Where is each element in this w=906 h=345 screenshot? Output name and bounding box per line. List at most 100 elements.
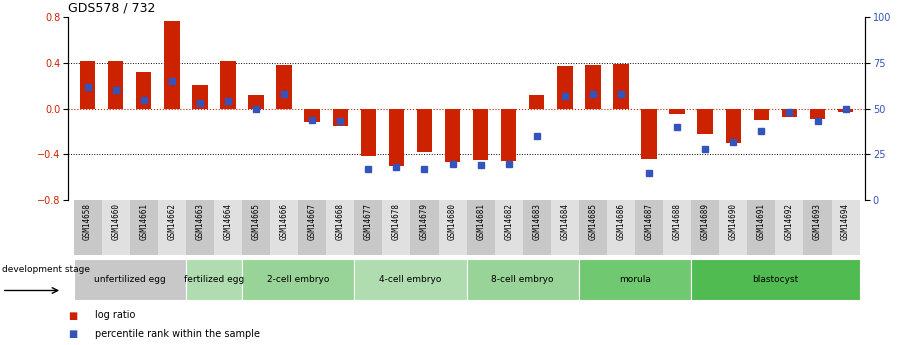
Bar — [585, 65, 601, 109]
Bar — [467, 259, 579, 300]
Bar — [501, 109, 516, 161]
Text: morula: morula — [619, 275, 651, 284]
Text: GSM14663: GSM14663 — [196, 203, 205, 240]
Bar — [719, 200, 747, 255]
Bar — [473, 109, 488, 160]
Text: GSM14691: GSM14691 — [757, 203, 766, 240]
Text: GSM14679: GSM14679 — [420, 203, 429, 240]
Bar — [838, 109, 853, 112]
Bar — [663, 200, 691, 255]
Bar — [439, 200, 467, 255]
Text: GSM14692: GSM14692 — [785, 203, 794, 240]
Text: blastocyst: blastocyst — [752, 275, 798, 284]
Text: GSM14694: GSM14694 — [841, 203, 850, 240]
Text: GSM14686: GSM14686 — [616, 203, 625, 240]
Text: GSM14666: GSM14666 — [280, 203, 289, 240]
Text: log ratio: log ratio — [95, 310, 136, 321]
Bar — [613, 64, 629, 109]
Bar — [551, 200, 579, 255]
Text: GSM14682: GSM14682 — [505, 203, 513, 240]
Text: GSM14684: GSM14684 — [560, 203, 569, 240]
Bar — [354, 259, 467, 300]
Bar — [164, 21, 179, 109]
Text: GSM14664: GSM14664 — [224, 203, 233, 240]
Text: 8-cell embryo: 8-cell embryo — [491, 275, 554, 284]
Bar — [80, 61, 95, 109]
Bar — [754, 109, 769, 120]
Text: GSM14688: GSM14688 — [672, 203, 681, 240]
Bar — [136, 72, 151, 109]
Text: GSM14661: GSM14661 — [140, 203, 149, 240]
Bar — [691, 259, 860, 300]
Bar — [214, 200, 242, 255]
Text: GSM14683: GSM14683 — [532, 203, 541, 240]
Bar — [108, 61, 123, 109]
Bar — [220, 61, 236, 109]
Bar — [130, 200, 158, 255]
Bar — [270, 200, 298, 255]
Bar — [361, 109, 376, 156]
Bar — [410, 200, 439, 255]
Bar — [186, 200, 214, 255]
Text: GSM14662: GSM14662 — [168, 203, 177, 240]
Bar — [333, 109, 348, 126]
Text: unfertilized egg: unfertilized egg — [94, 275, 166, 284]
Bar — [242, 259, 354, 300]
Bar — [186, 259, 242, 300]
Text: GSM14678: GSM14678 — [392, 203, 401, 240]
Bar — [557, 66, 573, 109]
Bar — [670, 109, 685, 115]
Bar — [445, 109, 460, 162]
Text: percentile rank within the sample: percentile rank within the sample — [95, 329, 260, 339]
Text: GSM14693: GSM14693 — [813, 203, 822, 240]
Bar — [467, 200, 495, 255]
Bar — [73, 200, 101, 255]
Bar — [73, 259, 186, 300]
Bar — [635, 200, 663, 255]
Text: GSM14690: GSM14690 — [728, 203, 737, 240]
Bar — [529, 95, 545, 109]
Bar — [747, 200, 776, 255]
Bar — [804, 200, 832, 255]
Text: development stage: development stage — [2, 265, 90, 274]
Text: GDS578 / 732: GDS578 / 732 — [68, 2, 155, 15]
Text: GSM14658: GSM14658 — [83, 203, 92, 240]
Bar — [495, 200, 523, 255]
Bar — [417, 109, 432, 152]
Bar — [832, 200, 860, 255]
Bar — [304, 109, 320, 122]
Bar — [607, 200, 635, 255]
Text: GSM14687: GSM14687 — [644, 203, 653, 240]
Bar — [101, 200, 130, 255]
Text: fertilized egg: fertilized egg — [184, 275, 244, 284]
Bar — [382, 200, 410, 255]
Bar — [326, 200, 354, 255]
Text: GSM14668: GSM14668 — [336, 203, 345, 240]
Bar — [389, 109, 404, 166]
Text: GSM14681: GSM14681 — [477, 203, 485, 240]
Bar — [726, 109, 741, 143]
Bar — [523, 200, 551, 255]
Bar — [248, 95, 264, 109]
Text: ■: ■ — [68, 310, 77, 321]
Text: GSM14685: GSM14685 — [588, 203, 597, 240]
Text: ■: ■ — [68, 329, 77, 339]
Bar — [276, 65, 292, 109]
Text: GSM14677: GSM14677 — [364, 203, 373, 240]
Text: 2-cell embryo: 2-cell embryo — [267, 275, 330, 284]
Text: 4-cell embryo: 4-cell embryo — [380, 275, 441, 284]
Bar — [691, 200, 719, 255]
Text: GSM14680: GSM14680 — [448, 203, 457, 240]
Bar — [698, 109, 713, 134]
Bar — [810, 109, 825, 119]
Bar — [579, 200, 607, 255]
Bar — [579, 259, 691, 300]
Bar — [782, 109, 797, 117]
Bar — [354, 200, 382, 255]
Bar — [641, 109, 657, 159]
Bar — [192, 85, 207, 109]
Bar — [158, 200, 186, 255]
Text: GSM14689: GSM14689 — [700, 203, 709, 240]
Bar — [242, 200, 270, 255]
Text: GSM14665: GSM14665 — [252, 203, 261, 240]
